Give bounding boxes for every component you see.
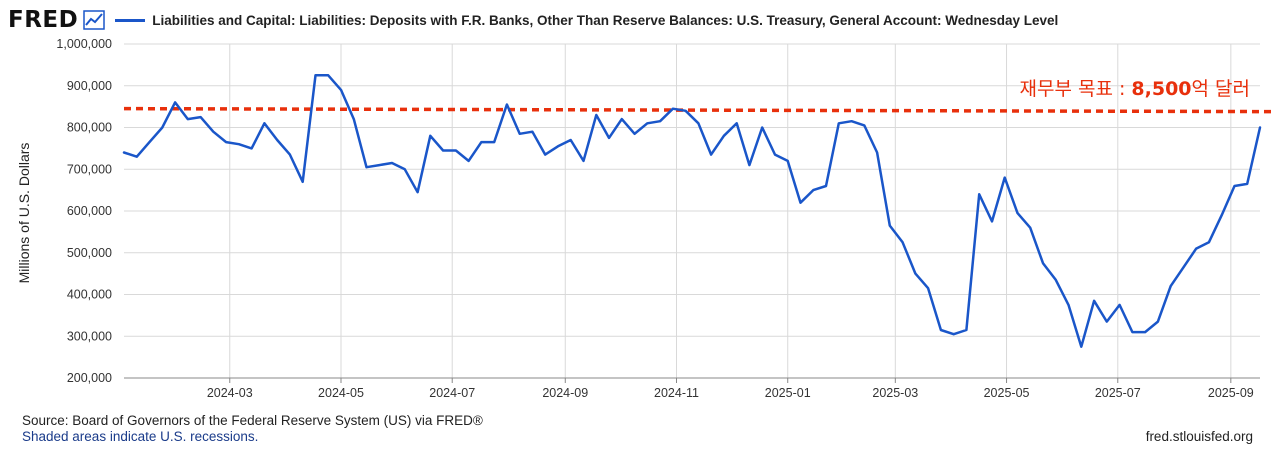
source-note: Source: Board of Governors of the Federa…	[22, 413, 483, 428]
y-axis: 200,000 300,000 400,000 500,000 600,000 700,0…	[56, 37, 112, 385]
x-tick-label: 2024-05	[318, 386, 364, 400]
x-axis: 2024-03 2024-05 2024-07 2024-09 2024-11 2025-…	[124, 377, 1260, 400]
y-tick-label: 400,000	[67, 288, 112, 302]
target-annotation-value: 8,500	[1131, 78, 1192, 100]
x-tick-label: 2025-07	[1095, 386, 1141, 400]
site-link[interactable]: fred.stlouisfed.org	[1145, 429, 1253, 444]
x-tick-label: 2025-01	[765, 386, 811, 400]
legend: Liabilities and Capital: Liabilities: De…	[115, 13, 1058, 28]
footer-notes: Source: Board of Governors of the Federa…	[22, 413, 483, 445]
target-annotation-suffix: 억 달러	[1191, 78, 1250, 100]
x-tick-label: 2024-03	[207, 386, 253, 400]
y-tick-label: 1,000,000	[56, 37, 112, 51]
series-group	[122, 74, 1262, 348]
y-tick-label: 200,000	[67, 371, 112, 385]
line-chart: 200,000 300,000 400,000 500,000 600,000 700,0…	[16, 37, 1276, 400]
target-annotation: 재무부 목표 : 8,500억 달러	[1019, 74, 1250, 101]
x-tick-label: 2025-09	[1208, 386, 1254, 400]
chart-header: FRED Liabilities and Capital: Liabilitie…	[8, 6, 1058, 34]
y-tick-label: 500,000	[67, 246, 112, 260]
logo-graph-icon	[83, 10, 105, 30]
y-tick-label: 600,000	[67, 204, 112, 218]
y-axis-label: Millions of U.S. Dollars	[16, 143, 32, 284]
series-line	[122, 74, 1262, 348]
grid	[124, 43, 1260, 379]
y-tick-label: 900,000	[67, 79, 112, 93]
legend-swatch	[115, 18, 146, 22]
x-tick-label: 2025-05	[984, 386, 1030, 400]
x-tick-label: 2024-11	[654, 386, 699, 400]
x-tick-label: 2024-09	[542, 386, 588, 400]
recession-note: Shaded areas indicate U.S. recessions.	[22, 429, 259, 444]
y-tick-label: 300,000	[67, 329, 112, 343]
fred-logo[interactable]: FRED	[8, 7, 79, 33]
y-tick-label: 800,000	[67, 121, 112, 135]
legend-label: Liabilities and Capital: Liabilities: De…	[152, 12, 1059, 28]
x-tick-label: 2024-07	[429, 386, 475, 400]
y-tick-label: 700,000	[67, 162, 112, 176]
reference-line-group	[123, 106, 1276, 114]
target-reference-line	[123, 106, 1276, 114]
x-tick-label: 2025-03	[872, 386, 918, 400]
target-annotation-text: 재무부 목표 :	[1019, 78, 1132, 100]
